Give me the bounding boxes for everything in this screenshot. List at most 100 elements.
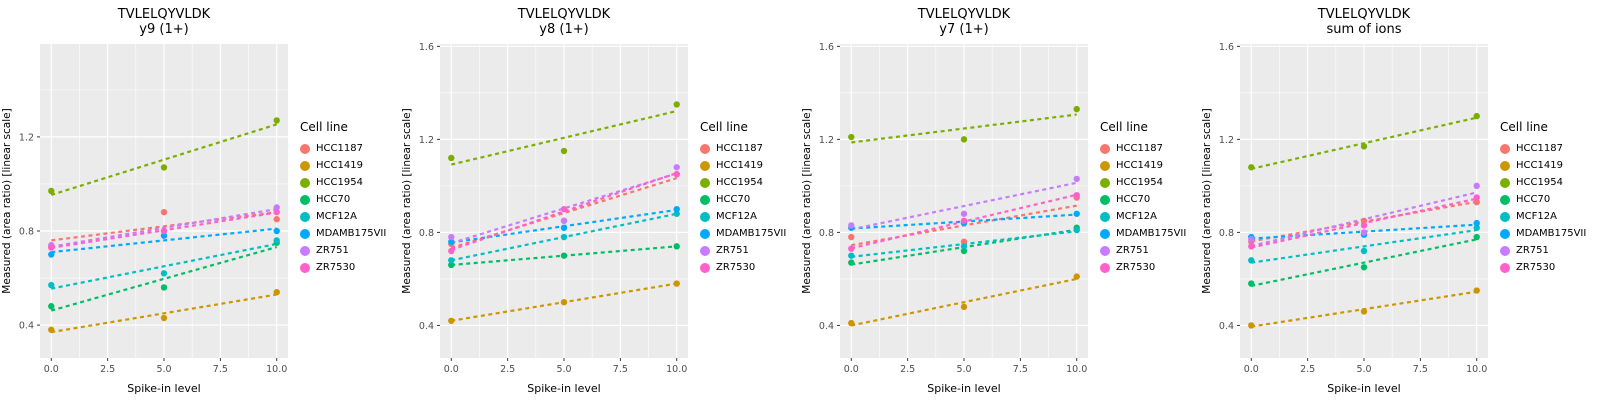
data-point [960,217,968,224]
legend-key-dot [1100,262,1110,273]
trend-line [51,227,277,254]
legend-key-dot [300,194,310,205]
data-point [273,208,280,216]
chart-title-block: TVLELQYVLDK sum of ions [1214,0,1514,38]
legend: Cell line HCC1187 HCC1419 HCC1954 HCC70 MCF1… [700,38,800,400]
legend-item: ZR751 [300,242,400,259]
legend-label: HCC70 [316,194,351,205]
data-point [960,238,968,245]
legend-key-dot [1500,245,1510,256]
data-point [960,303,968,311]
x-axis-label: Spike-in level [527,382,600,395]
legend-item: ZR7530 [1500,259,1600,276]
data-point [1073,210,1080,217]
data-point [1473,182,1480,190]
legend-title: Cell line [1100,120,1148,134]
data-point [673,210,680,217]
legend-key-dot [1100,245,1110,256]
legend: Cell line HCC1187 HCC1419 HCC1954 HCC70 MCF1… [1500,38,1600,400]
legend-key-dot [700,262,710,273]
data-point [160,208,168,216]
legend-label: HCC1419 [316,160,363,171]
legend-item: HCC1187 [300,140,400,157]
legend-key-dot [700,143,710,154]
plot-area: Measured (area ratio) [linear scale] 0.0 2… [801,42,1088,395]
data-point [448,154,455,162]
y-tick-label: 1.2 [819,135,834,146]
y-tick-label: 1.6 [1219,42,1234,53]
legend-item: HCC70 [1100,191,1200,208]
data-point [1473,112,1480,120]
legend: Cell line HCC1187 HCC1419 HCC1954 HCC70 MCF1… [300,38,400,400]
y-tick-label: 0.4 [419,321,434,332]
legend-label: MCF12A [1116,211,1157,222]
x-tick-label: 10.0 [1066,364,1087,375]
data-point [273,216,280,223]
legend-items: HCC1187 HCC1419 HCC1954 HCC70 MCF12A MDAMB175… [300,140,400,276]
y-axis-label: Measured (area ratio) [linear scale] [801,108,813,293]
legend-label: ZR7530 [316,262,356,273]
x-axis-label: Spike-in level [1327,382,1400,395]
data-point [960,243,968,250]
data-point [560,252,568,259]
trend-line [851,113,1077,144]
legend-item: HCC1954 [700,174,800,191]
legend-item: MCF12A [300,208,400,225]
chart-panel: TVLELQYVLDK y7 (1+) Measured (area ratio… [800,0,1200,400]
x-tick-label: 0.0 [44,364,59,375]
legend-label: ZR751 [1116,245,1149,256]
y-axis-label: Measured (area ratio) [linear scale] [1201,108,1213,293]
legend-label: HCC1954 [1116,177,1163,188]
legend-title: Cell line [1500,120,1548,134]
trend-line [851,181,1077,231]
x-tick-label: 10.0 [266,364,287,375]
trend-line [1251,228,1477,264]
legend-key-dot [1500,211,1510,222]
data-point [1360,247,1368,255]
chart-title-block: TVLELQYVLDK y9 (1+) [14,0,314,38]
data-point [448,247,455,255]
data-point [1073,273,1080,280]
trend-line [51,293,277,334]
legend-items: HCC1187 HCC1419 HCC1954 HCC70 MCF12A MDAMB175… [1100,140,1200,276]
data-point [673,171,680,178]
legend-item: MCF12A [1500,208,1600,225]
data-point [448,238,455,245]
legend-item: ZR751 [700,242,800,259]
legend-item: HCC1187 [1500,140,1600,157]
legend-item: MDAMB175VII [700,225,800,242]
legend-label: MCF12A [1516,211,1557,222]
chart-title: TVLELQYVLDK [517,7,611,22]
chart-subtitle: y9 (1+) [139,22,189,37]
data-point [848,222,855,229]
trend-line [50,123,278,196]
data-point [1473,224,1480,231]
x-axis-label: Spike-in level [127,382,200,395]
data-point [273,227,280,235]
legend-key-dot [700,160,710,171]
x-tick-label: 5.0 [956,364,971,375]
data-point [448,261,455,269]
legend-item: HCC1419 [1500,157,1600,174]
legend-label: HCC1187 [1516,143,1563,154]
legend-label: HCC1954 [716,177,763,188]
x-tick-label: 10.0 [666,364,687,375]
legend-key-dot [1500,194,1510,205]
trend-line [451,109,677,166]
legend-item: ZR751 [1100,242,1200,259]
data-point [160,314,168,322]
y-tick-label: 1.2 [1219,135,1234,146]
legend-item: MDAMB175VII [1500,225,1600,242]
legend-item: MDAMB175VII [1100,225,1200,242]
legend-item: HCC70 [300,191,400,208]
legend-label: ZR751 [1516,245,1549,256]
data-point [673,243,680,250]
legend-item: ZR751 [1500,242,1600,259]
y-tick-label: 0.4 [19,321,34,332]
data-point [48,244,55,251]
y-tick-label: 1.2 [19,132,34,143]
trend-line [51,211,277,242]
data-point [160,232,168,239]
data-point [673,164,680,171]
data-point [273,204,280,211]
